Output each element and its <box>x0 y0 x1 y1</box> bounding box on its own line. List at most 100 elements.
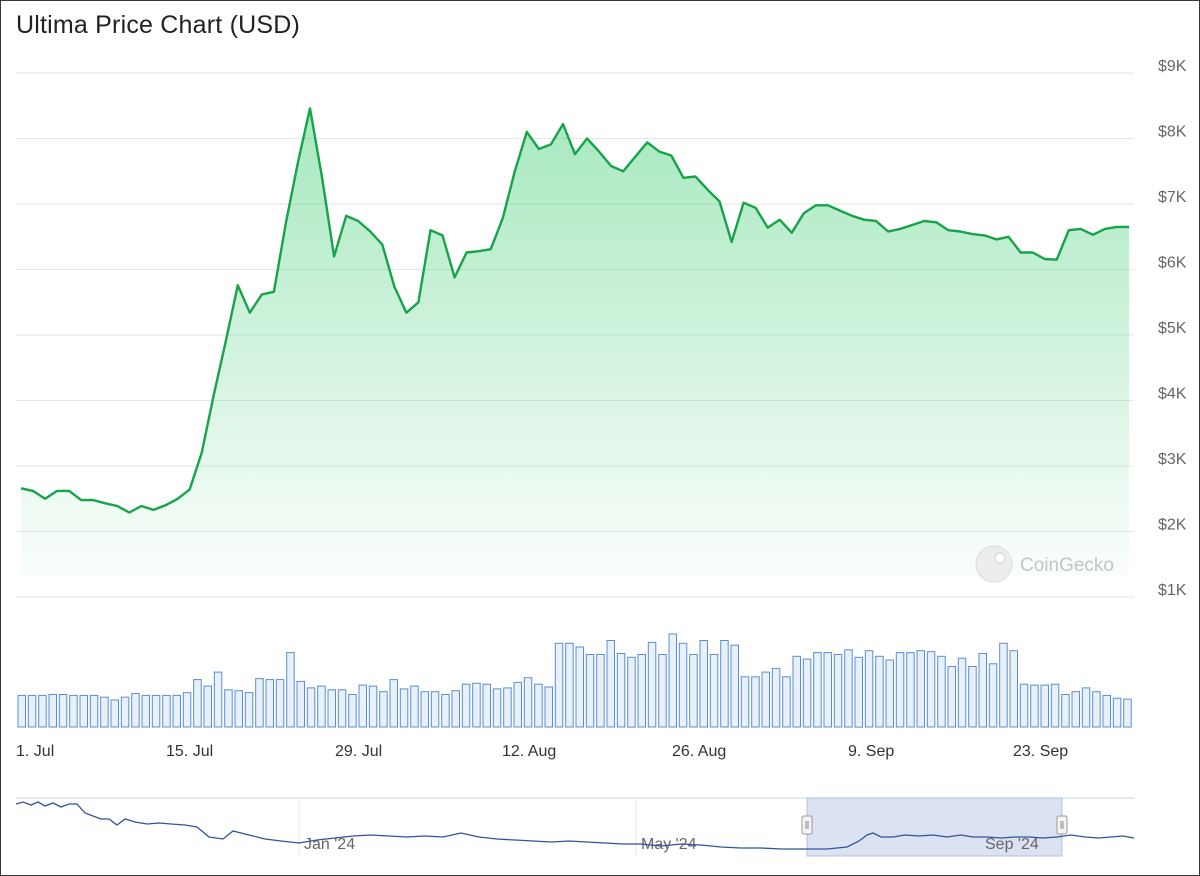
x-tick-label: 23. Sep <box>1013 743 1068 760</box>
volume-bar <box>1071 691 1080 728</box>
volume-bar <box>1050 683 1060 728</box>
volume-bar <box>947 666 956 728</box>
volume-bar <box>38 694 47 728</box>
x-tick-label: 12. Aug <box>502 743 556 760</box>
volume-bar <box>441 694 450 728</box>
volume-bar <box>885 659 894 728</box>
volume-bar <box>162 694 171 728</box>
volume-bar <box>358 684 367 728</box>
volume-bar <box>317 685 326 728</box>
volume-bar <box>916 650 925 728</box>
volume-bar <box>813 652 822 728</box>
volume-bar <box>120 696 130 728</box>
x-tick-label: 29. Jul <box>335 743 382 760</box>
watermark-text: CoinGecko <box>1020 555 1114 576</box>
x-tick-label: 26. Aug <box>672 743 726 760</box>
volume-bar <box>58 694 68 728</box>
navigator-handle-left[interactable] <box>801 815 813 835</box>
price-area-fill <box>21 108 1129 577</box>
volume-bar <box>1061 694 1070 728</box>
y-tick-label: $6K <box>1158 255 1187 272</box>
volume-bar <box>554 642 564 728</box>
volume-bar <box>802 658 812 728</box>
volume-bar <box>988 663 998 728</box>
volume-bar <box>389 679 398 728</box>
volume-bar <box>658 654 667 728</box>
volume-bar <box>337 689 347 728</box>
volume-bar <box>585 654 595 728</box>
volume-bar <box>306 687 316 728</box>
x-axis: 1. Jul 15. Jul 29. Jul 12. Aug 26. Aug 9. Sep… <box>16 743 1068 760</box>
volume-bar <box>255 678 264 728</box>
volume-bar <box>523 677 533 728</box>
y-tick-label: $2K <box>1158 517 1187 534</box>
volume-bar <box>1030 684 1039 728</box>
volume-bar <box>368 685 378 728</box>
volume-bar <box>213 671 223 728</box>
volume-bar <box>296 680 305 728</box>
volume-bar <box>503 687 512 728</box>
volume-bar <box>27 694 37 728</box>
volume-bar <box>1112 697 1122 728</box>
volume-bar <box>565 642 574 728</box>
navigator-price-line <box>15 801 1135 850</box>
volume-bar <box>1092 691 1101 728</box>
volume-bar <box>79 694 88 728</box>
volume-bar <box>327 689 336 728</box>
volume-bar <box>420 691 429 728</box>
navigator[interactable]: Jan '24 May '24 Sep '24 <box>15 797 1135 857</box>
volume-bar <box>89 694 99 728</box>
volume-bar <box>110 699 119 728</box>
navigator-tick-label: Sep '24 <box>985 836 1039 853</box>
volume-bar <box>895 652 905 728</box>
volume-bar <box>575 646 584 728</box>
volume-bar <box>141 694 150 728</box>
y-tick-label: $1K <box>1158 582 1187 599</box>
volume-bar <box>668 633 677 728</box>
volume-bar <box>833 654 843 728</box>
volume-bar <box>451 690 460 728</box>
volume-bar <box>978 653 987 728</box>
x-tick-label: 9. Sep <box>848 743 894 760</box>
volume-bar <box>606 640 615 728</box>
volume-bar <box>699 640 708 728</box>
volume-bar <box>172 694 181 728</box>
y-tick-label: $3K <box>1158 451 1187 468</box>
x-tick-label: 15. Jul <box>166 743 213 760</box>
volume-bar <box>906 652 915 728</box>
volume-bar <box>48 694 57 728</box>
volume-bars <box>17 633 1132 728</box>
volume-bar <box>968 666 977 728</box>
navigator-handle-right[interactable] <box>1056 815 1068 835</box>
volume-bar <box>689 654 698 728</box>
volume-bar <box>534 683 543 728</box>
volume-bar <box>740 676 750 728</box>
volume-bar <box>1040 684 1049 728</box>
y-tick-label: $7K <box>1158 189 1187 206</box>
volume-bar <box>131 693 140 728</box>
volume-bar <box>720 640 729 728</box>
y-axis: $1K $2K $3K $4K $5K $6K $7K $8K $9K <box>1158 58 1187 599</box>
volume-bar <box>637 654 646 728</box>
volume-bar <box>1019 683 1029 728</box>
volume-bar <box>1081 687 1091 728</box>
volume-bar <box>709 654 719 728</box>
volume-bar <box>823 652 832 728</box>
volume-bar <box>544 686 553 728</box>
volume-bar <box>17 694 26 728</box>
volume-bar <box>875 655 884 728</box>
volume-bar <box>647 641 657 728</box>
volume-bar <box>203 685 212 728</box>
volume-bar <box>937 655 946 728</box>
volume-bar <box>1123 698 1132 728</box>
y-tick-label: $5K <box>1158 320 1187 337</box>
y-tick-label: $4K <box>1158 386 1187 403</box>
volume-bar <box>224 689 233 728</box>
x-tick-label: 1. Jul <box>16 743 54 760</box>
volume-bar <box>751 676 760 728</box>
volume-bar <box>596 654 605 728</box>
volume-bar <box>782 676 791 728</box>
volume-bar <box>1102 694 1111 728</box>
